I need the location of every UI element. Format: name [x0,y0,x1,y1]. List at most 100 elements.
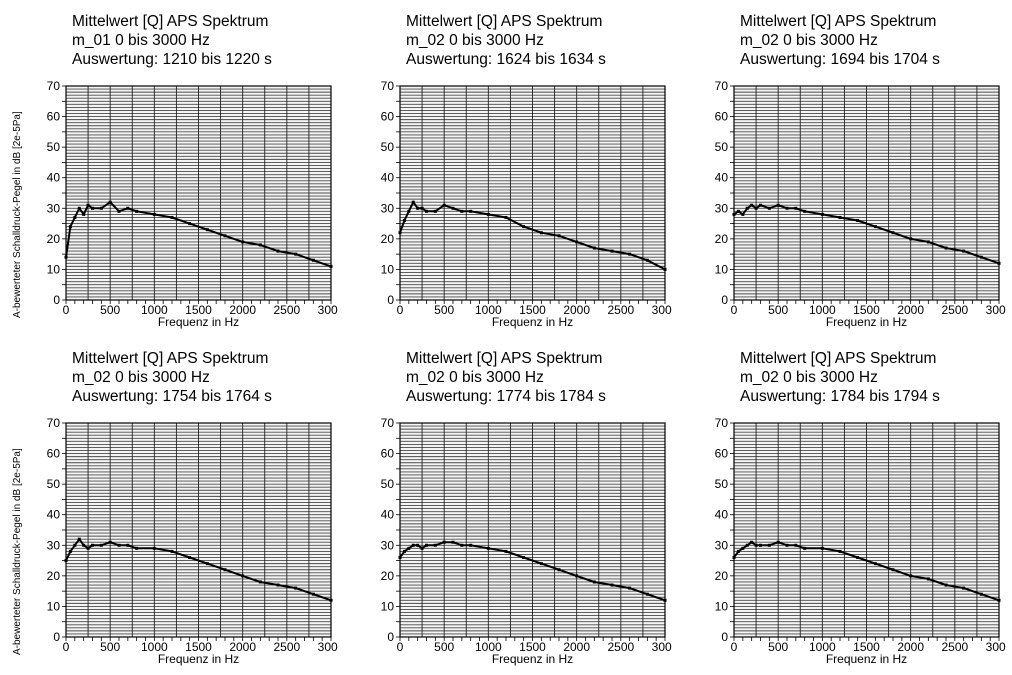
spectrum-point [557,234,561,238]
spectrum-point [873,225,877,229]
spectrum-point [241,240,245,244]
chart-title-line-1: Mittelwert [Q] APS Spektrum [406,13,603,30]
spectrum-point [117,209,121,213]
y-tick-label: 60 [715,447,729,461]
spectrum-point [77,537,81,541]
chart-title-block: Mittelwert [Q] APS Spektrum m_02 0 bis 30… [740,349,1002,406]
spectrum-point [68,549,72,553]
spectrum-point [258,243,262,247]
spectrum-point [745,543,749,547]
spectrum-point [73,543,77,547]
y-tick-label: 30 [715,201,729,215]
y-tick-label: 0 [53,293,60,307]
chart-panel-6: Mittelwert [Q] APS Spektrum m_02 0 bis 30… [668,337,1006,672]
chart-title-block: Mittelwert [Q] APS Spektrum m_02 0 bis 30… [406,349,668,406]
spectrum-point [767,206,771,210]
chart-title-line-1: Mittelwert [Q] APS Spektrum [72,350,269,367]
x-axis-label: Frequenz in Hz [158,315,239,329]
y-tick-label: 40 [715,171,729,185]
x-axis-label: Frequenz in Hz [492,652,573,666]
spectrum-point [82,543,86,547]
x-tick-label: 3000 [986,640,1006,654]
y-tick-label: 20 [715,232,729,246]
spectrum-point [979,255,983,259]
x-tick-label: 1000 [475,640,502,654]
plot-area: 0 500 1000 1500 2000 2500 3000 0 10 20 30 40 50 60 70 F… [381,79,672,329]
chart-title-line-2: m_02 0 bis 3000 Hz [406,369,544,386]
chart-title-line-2: m_01 0 bis 3000 Hz [72,32,210,49]
chart-title-block: Mittelwert [Q] APS Spektrum m_02 0 bis 30… [740,12,1002,69]
spectrum-point [891,231,895,235]
spectrum-point [416,543,420,547]
x-tick-label: 0 [397,640,404,654]
y-tick-label: 50 [715,140,729,154]
spectrum-point [420,546,424,550]
spectrum-point [741,212,745,216]
spectrum-point [754,543,758,547]
spectrum-point [425,543,428,547]
spectrum-point [398,231,402,235]
chart-title-line-1: Mittelwert [Q] APS Spektrum [740,13,937,30]
y-tick-label: 30 [47,538,61,552]
spectrum-point [557,568,561,572]
spectrum-point [486,212,490,216]
spectrum-point [460,543,464,547]
spectrum-point [433,543,437,547]
y-tick-label: 10 [715,262,729,276]
chart-title-line-1: Mittelwert [Q] APS Spektrum [740,350,937,367]
chart-panel-4: Mittelwert [Q] APS Spektrum m_02 0 bis 30… [0,337,338,672]
spectrum-point [407,546,411,550]
spectrum-point [108,540,112,544]
x-tick-label: 1000 [141,303,168,317]
spectrum-point [776,203,780,207]
spectrum-point [997,261,1001,265]
spectrum-point [91,543,94,547]
y-tick-label: 20 [715,569,729,583]
spectrum-point [402,549,406,553]
x-axis-label: Frequenz in Hz [826,652,907,666]
spectrum-point [188,556,192,560]
spectrum-point [398,556,402,560]
spectrum-point [311,592,315,596]
chart-title-line-1: Mittelwert [Q] APS Spektrum [72,13,269,30]
spectrum-point [944,583,948,587]
y-tick-label: 0 [387,293,394,307]
spectrum-point [99,206,103,210]
x-tick-label: 3000 [318,640,338,654]
spectrum-point [856,219,860,223]
chart-title-line-2: m_02 0 bis 3000 Hz [406,32,544,49]
y-tick-label: 70 [47,79,61,93]
plot-area: 0 500 1000 1500 2000 2500 3000 0 10 20 30 40 50 60 70 F… [715,416,1006,666]
y-tick-label: 40 [47,171,61,185]
x-tick-label: 1500 [185,303,212,317]
spectrum-point [433,209,437,213]
spectrum-point [794,543,798,547]
x-tick-label: 2000 [229,303,256,317]
y-tick-label: 30 [381,201,395,215]
spectrum-point [745,206,749,210]
spectrum-point [420,206,424,210]
y-tick-label: 40 [381,171,395,185]
y-tick-label: 10 [715,599,729,613]
y-tick-label: 70 [47,416,61,430]
x-tick-label: 2000 [897,640,924,654]
x-tick-label: 1000 [809,303,836,317]
spectrum-point [750,540,754,544]
spectrum-point [732,556,736,560]
spectrum-point [276,249,280,253]
chart-title-line-3: Auswertung: 1774 bis 1784 s [406,388,606,405]
y-tick-label: 0 [721,630,728,644]
y-tick-label: 10 [47,262,61,276]
y-tick-label: 10 [381,262,395,276]
y-tick-label: 70 [381,416,395,430]
x-tick-label: 1500 [185,640,212,654]
spectrum-point [294,252,298,256]
spectrum-point [803,209,807,213]
spectrum-point [838,549,842,553]
spectrum-point [135,209,139,213]
spectrum-point [820,212,824,216]
chart-title-block: Mittelwert [Q] APS Spektrum m_02 0 bis 30… [406,12,668,69]
chart-title-block: Mittelwert [Q] APS Spektrum m_01 0 bis 30… [72,12,334,69]
spectrum-point [759,203,762,207]
y-tick-label: 40 [47,508,61,522]
